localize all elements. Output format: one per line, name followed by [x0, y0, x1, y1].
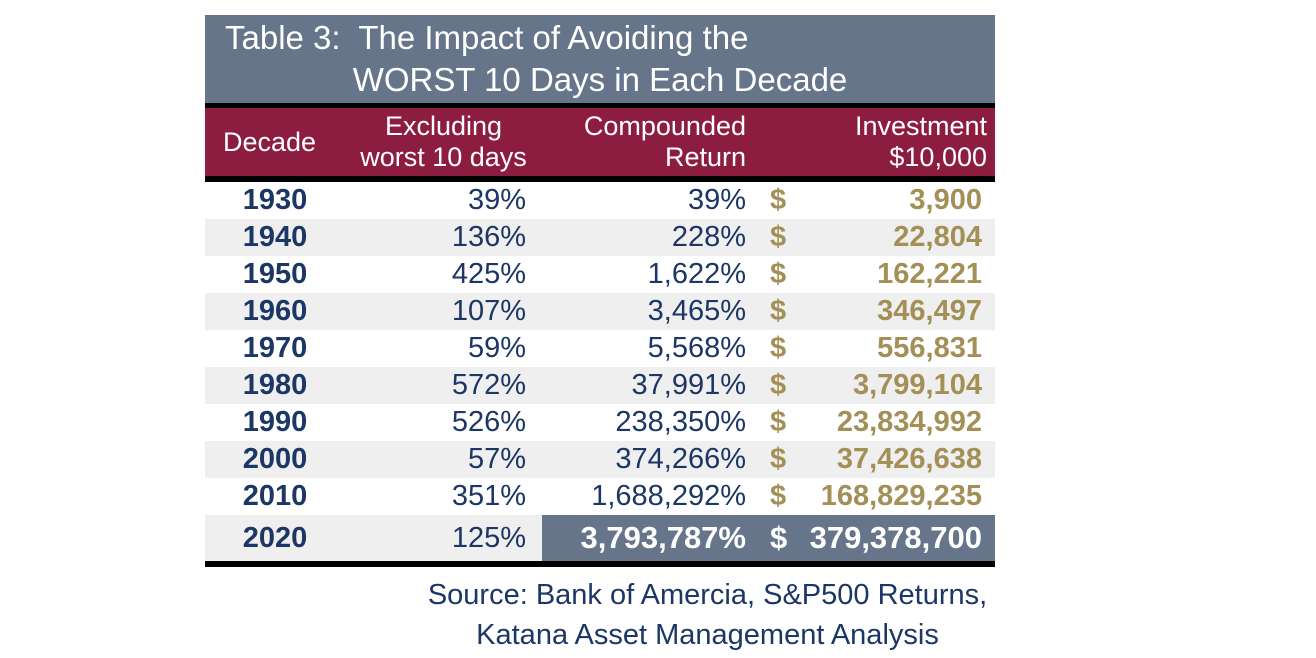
cell-currency-symbol: $	[770, 406, 787, 438]
cell-excluding-return: 39%	[467, 184, 526, 216]
table-row: 2000 57% 374,266% $ 37,426,638	[205, 441, 995, 478]
cell-investment-value: 22,804	[893, 221, 982, 253]
cell-compounded-return: 3,465%	[647, 295, 746, 327]
cell-compounded-return: 3,793,787%	[542, 515, 760, 561]
cell-compounded-return: 1,688,292%	[591, 480, 746, 512]
divider-top	[205, 103, 995, 108]
cell-currency-symbol: $	[770, 332, 787, 364]
table-title-line2: WORST 10 Days in Each Decade	[352, 61, 848, 98]
table-row: 1960 107% 3,465% $ 346,497	[205, 293, 995, 330]
cell-compounded-return: 5,568%	[647, 332, 746, 364]
cell-excluding-return: 107%	[451, 295, 526, 327]
cell-currency-symbol: $	[770, 258, 787, 290]
header-decade-label: Decade	[223, 126, 317, 157]
table-row: 2020 125% 3,793,787% $ 379,378,700	[205, 515, 995, 561]
cell-decade: 2000	[242, 443, 308, 475]
cell-decade: 1980	[242, 369, 308, 401]
table-row: 1980 572% 37,991% $ 3,799,104	[205, 367, 995, 404]
cell-currency-symbol: $	[770, 295, 787, 327]
cell-investment-value: 3,900	[909, 184, 982, 216]
header-excluding-worst-10-days: Excluding worst 10 days	[360, 111, 527, 172]
header-compounded-return: Compounded Return	[583, 111, 746, 172]
cell-compounded-return: 39%	[687, 184, 746, 216]
cell-excluding-return: 351%	[451, 480, 526, 512]
cell-excluding-return: 526%	[451, 406, 526, 438]
table-title-line1: Table 3: The Impact of Avoiding the	[225, 19, 749, 56]
cell-investment-value: 346,497	[877, 295, 982, 327]
cell-decade: 1950	[242, 258, 308, 290]
cell-excluding-return: 125%	[451, 522, 526, 554]
table-row: 2010 351% 1,688,292% $ 168,829,235	[205, 478, 995, 515]
cell-decade: 2020	[242, 522, 308, 554]
cell-compounded-return: 228%	[671, 221, 746, 253]
cell-compounded-return: 1,622%	[647, 258, 746, 290]
cell-currency-symbol: $	[770, 480, 787, 512]
table-header-row: Decade Excluding worst 10 days Compounde…	[205, 108, 995, 176]
cell-decade: 2010	[242, 480, 308, 512]
cell-compounded-return: 374,266%	[615, 443, 746, 475]
cell-investment-value: 556,831	[877, 332, 982, 364]
cell-decade: 1990	[242, 406, 308, 438]
table-row: 1950 425% 1,622% $ 162,221	[205, 256, 995, 293]
table-row: 1990 526% 238,350% $ 23,834,992	[205, 404, 995, 441]
cell-decade: 1960	[242, 295, 308, 327]
cell-investment-value: 3,799,104	[852, 369, 982, 401]
cell-currency-symbol: $	[760, 515, 800, 561]
cell-investment-value: 23,834,992	[836, 406, 982, 438]
source-line1: Source: Bank of Amercia, S&P500 Returns,	[427, 579, 988, 611]
cell-currency-symbol: $	[770, 221, 787, 253]
header-decade: Decade	[205, 108, 345, 176]
divider-header-bottom	[205, 176, 995, 182]
cell-currency-symbol: $	[770, 184, 787, 216]
table-row: 1970 59% 5,568% $ 556,831	[205, 330, 995, 367]
cell-currency-symbol: $	[770, 369, 787, 401]
source-line2: Katana Asset Management Analysis	[476, 619, 939, 651]
header-investment-10000: Investment $10,000	[854, 111, 987, 172]
cell-excluding-return: 425%	[451, 258, 526, 290]
cell-excluding-return: 572%	[451, 369, 526, 401]
cell-investment-value: 162,221	[877, 258, 982, 290]
cell-compounded-return: 238,350%	[615, 406, 746, 438]
cell-investment-value: 37,426,638	[836, 443, 982, 475]
cell-excluding-return: 136%	[451, 221, 526, 253]
cell-investment-value: 168,829,235	[820, 480, 982, 512]
cell-currency-symbol: $	[770, 443, 787, 475]
divider-bottom	[205, 561, 995, 567]
table-body: 1930 39% 39% $ 3,900 1940 136% 228% $ 22…	[205, 182, 995, 561]
cell-decade: 1940	[242, 221, 308, 253]
table-row: 1940 136% 228% $ 22,804	[205, 219, 995, 256]
table-row: 1930 39% 39% $ 3,900	[205, 182, 995, 219]
cell-excluding-return: 59%	[467, 332, 526, 364]
cell-compounded-return: 37,991%	[631, 369, 747, 401]
cell-excluding-return: 57%	[467, 443, 526, 475]
cell-investment-value: 379,378,700	[800, 515, 995, 561]
cell-decade: 1970	[242, 332, 308, 364]
cell-decade: 1930	[242, 184, 308, 216]
table-figure: Table 3: The Impact of Avoiding the WORS…	[205, 15, 995, 655]
table-title-banner: Table 3: The Impact of Avoiding the WORS…	[205, 15, 995, 103]
source-note: Source: Bank of Amercia, S&P500 Returns,…	[420, 575, 995, 655]
